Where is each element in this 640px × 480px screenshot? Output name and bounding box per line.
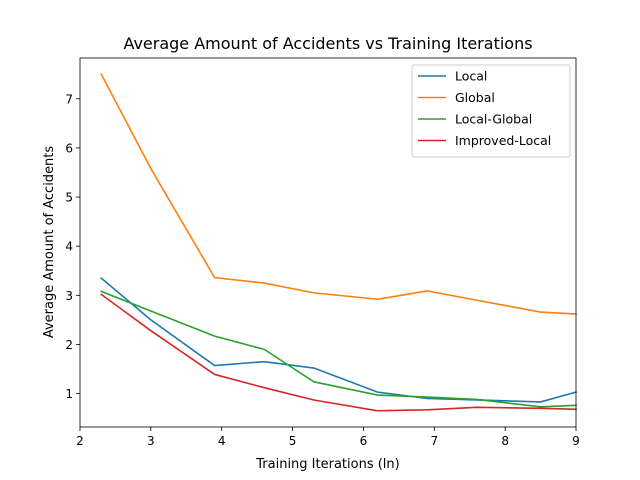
x-tick-label: 9 — [572, 434, 580, 448]
y-axis-label: Average Amount of Accidents — [42, 146, 57, 339]
x-tick-label: 6 — [360, 434, 368, 448]
series-line-global — [100, 73, 577, 315]
series-line-local-global — [100, 290, 577, 408]
x-tick-label: 5 — [289, 434, 297, 448]
x-tick-label: 8 — [501, 434, 509, 448]
y-tick-label: 7 — [65, 92, 73, 106]
chart-title: Average Amount of Accidents vs Training … — [123, 34, 532, 53]
legend-box — [411, 64, 571, 158]
y-tick-label: 5 — [65, 191, 73, 205]
x-tick-label: 2 — [76, 434, 84, 448]
legend-label: Local-Global — [455, 112, 532, 127]
series-line-improved-local — [100, 293, 577, 412]
legend-label: Improved-Local — [455, 133, 551, 148]
x-tick-label: 3 — [147, 434, 155, 448]
y-tick-label: 2 — [65, 338, 73, 352]
x-axis-label: Training Iterations (ln) — [255, 457, 399, 472]
series-line-local — [100, 276, 577, 403]
y-tick-label: 6 — [65, 141, 73, 155]
plot-area: 2 3 4 5 6 7 8 9 1 2 3 4 5 6 7 Local Global Local-Global Im… — [65, 57, 580, 448]
legend-label: Global — [455, 90, 495, 105]
y-tick-label: 4 — [65, 240, 73, 254]
y-tick-label: 3 — [65, 289, 73, 303]
y-tick-label: 1 — [65, 387, 73, 401]
x-tick-label: 7 — [430, 434, 438, 448]
legend-label: Local — [455, 69, 487, 84]
plot-frame — [79, 57, 577, 428]
x-tick-label: 4 — [218, 434, 226, 448]
